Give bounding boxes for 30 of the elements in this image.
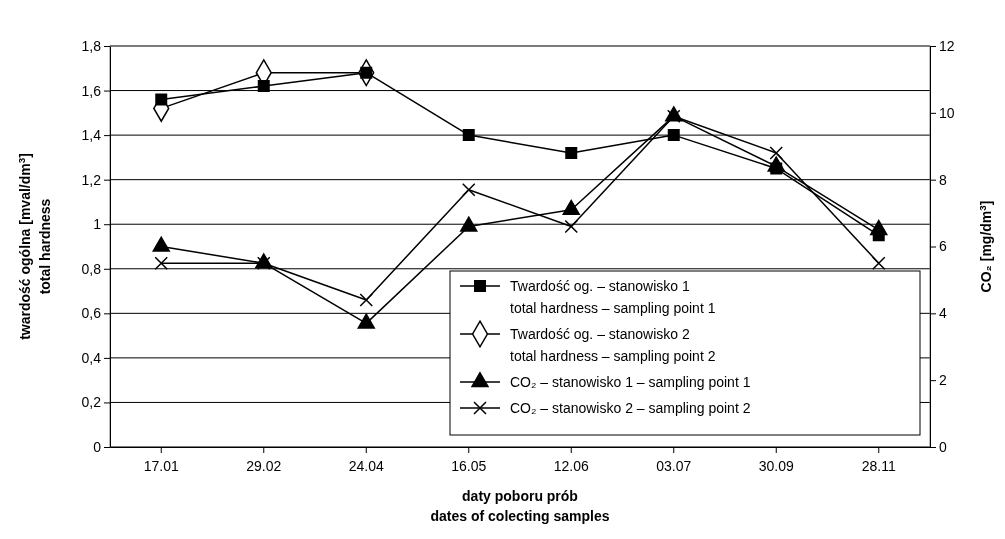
y2-tick-label: 2 [939, 372, 947, 389]
x-tick-label: 03.07 [656, 458, 692, 475]
y2-tick-label: 12 [939, 37, 955, 54]
legend-label: CO₂ – stanowisko 2 – sampling point 2 [510, 400, 751, 416]
x-tick-label: 17.01 [143, 458, 179, 475]
y2-tick-label: 6 [939, 238, 947, 255]
legend-label: Twardość og. – stanowisko 1 total hardness – sampling point 1 [510, 278, 716, 316]
y-tick-label: 0,8 [81, 260, 102, 277]
y-tick-label: 1,4 [81, 127, 102, 144]
x-tick-label: 12.06 [553, 458, 589, 475]
y2-tick-label: 4 [939, 305, 947, 322]
y-tick-label: 0 [93, 438, 102, 455]
x-tick-label: 29.02 [246, 458, 282, 475]
x-tick-label: 24.04 [348, 458, 384, 475]
y2-tick-label: 8 [939, 171, 947, 188]
y2-tick-label: 10 [939, 104, 955, 121]
x-axis-title: daty poboru prób dates of colecting samples [430, 488, 610, 524]
y2-tick-label: 0 [939, 438, 947, 455]
x-tick-label: 30.09 [758, 458, 794, 475]
y-tick-label: 1 [93, 216, 102, 233]
x-tick-label: 28.11 [861, 458, 896, 475]
y-tick-label: 0,6 [81, 305, 102, 322]
y-tick-label: 1,2 [81, 171, 102, 188]
y-tick-label: 1,6 [81, 82, 102, 99]
legend-label: CO₂ – stanowisko 1 – sampling point 1 [510, 374, 751, 390]
y-tick-label: 1,8 [81, 37, 102, 54]
x-tick-label: 16.05 [451, 458, 487, 475]
y-tick-label: 0,4 [81, 349, 102, 366]
y-tick-label: 0,2 [81, 394, 102, 411]
legend-label: Twardość og. – stanowisko 2 total hardness – sampling point 2 [510, 326, 716, 364]
